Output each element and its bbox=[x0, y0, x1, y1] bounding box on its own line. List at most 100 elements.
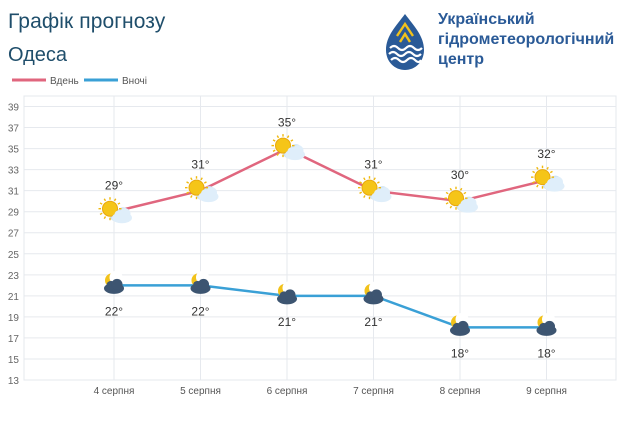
data-label: 22° bbox=[105, 304, 123, 318]
sun-cloud-icon bbox=[98, 197, 132, 224]
cloud-puff bbox=[552, 176, 563, 188]
sun-ray bbox=[286, 135, 290, 139]
sun-icon bbox=[361, 179, 378, 196]
sun-ray bbox=[103, 216, 107, 220]
y-tick-label: 29 bbox=[8, 208, 20, 219]
org-name-line2: гідрометеорологічний bbox=[438, 31, 615, 48]
data-label: 21° bbox=[364, 315, 382, 329]
sun-icon bbox=[102, 200, 118, 217]
y-tick-label: 35 bbox=[8, 145, 20, 156]
cloud-puff bbox=[111, 278, 123, 290]
y-tick-label: 15 bbox=[8, 355, 20, 366]
sun-ray bbox=[99, 212, 103, 216]
sun-ray bbox=[272, 149, 276, 152]
plot-frame bbox=[23, 95, 617, 381]
sun-ray bbox=[359, 181, 363, 184]
chart-title: Графік прогнозу bbox=[8, 10, 166, 33]
data-label: 18° bbox=[451, 346, 469, 360]
y-tick-label: 21 bbox=[8, 292, 20, 303]
data-label: 21° bbox=[278, 315, 296, 329]
x-tick-label: 8 серпня bbox=[440, 386, 481, 397]
org-name: Український гідрометеорологічний центр bbox=[438, 10, 614, 70]
city-name: Одеса bbox=[8, 44, 68, 66]
moon-cloud-icon bbox=[363, 281, 384, 305]
sun-ray bbox=[532, 181, 536, 184]
sun-ray bbox=[186, 181, 190, 184]
cloud-puff bbox=[379, 187, 390, 199]
org-name-line1: Український bbox=[438, 11, 535, 28]
x-tick-label: 5 серпня bbox=[180, 386, 221, 397]
sun-ray bbox=[290, 139, 294, 142]
sun-ray bbox=[445, 202, 449, 205]
y-tick-label: 27 bbox=[8, 229, 20, 240]
sun-cloud-icon bbox=[271, 134, 305, 161]
org-name-line3: центр bbox=[438, 51, 485, 68]
cloud-puff bbox=[371, 289, 382, 301]
moon-cloud-icon bbox=[104, 270, 124, 294]
cloud-puff bbox=[292, 145, 304, 157]
sun-cloud-icon bbox=[185, 176, 219, 203]
cloud-puff bbox=[544, 320, 555, 332]
sun-ray bbox=[186, 191, 190, 195]
data-label: 29° bbox=[105, 179, 123, 193]
moon-cloud-icon bbox=[536, 312, 557, 336]
sun-ray bbox=[445, 191, 449, 195]
cloud-puff bbox=[198, 278, 209, 290]
sun-ray bbox=[272, 139, 276, 142]
sun-icon bbox=[275, 137, 291, 154]
x-tick-label: 7 серпня bbox=[353, 386, 394, 397]
ugmc-logo-icon bbox=[386, 14, 424, 70]
x-tick-label: 4 серпня bbox=[94, 386, 135, 397]
sun-ray bbox=[190, 177, 193, 181]
x-tick-label: 6 серпня bbox=[267, 386, 308, 397]
y-tick-label: 39 bbox=[8, 103, 20, 114]
x-tick-label: 9 серпня bbox=[526, 386, 567, 397]
moon-cloud-icon bbox=[277, 281, 297, 305]
y-tick-label: 13 bbox=[8, 376, 20, 387]
data-label: 22° bbox=[191, 304, 209, 318]
y-tick-label: 23 bbox=[8, 271, 20, 282]
sun-ray bbox=[373, 177, 376, 181]
sun-ray bbox=[376, 181, 380, 184]
sun-ray bbox=[190, 195, 193, 198]
y-tick-label: 17 bbox=[8, 334, 20, 345]
sun-ray bbox=[99, 202, 103, 205]
sun-ray bbox=[113, 198, 117, 202]
sun-ray bbox=[546, 166, 549, 170]
sun-ray bbox=[536, 166, 539, 170]
sun-ray bbox=[203, 181, 207, 184]
data-label: 31° bbox=[191, 158, 209, 172]
data-label: 30° bbox=[451, 168, 469, 182]
cloud-puff bbox=[206, 187, 217, 199]
sun-ray bbox=[359, 191, 363, 195]
sun-ray bbox=[459, 187, 463, 191]
cloud-puff bbox=[465, 197, 477, 209]
series-line bbox=[114, 284, 547, 329]
sun-ray bbox=[117, 202, 121, 205]
moon-cloud-icon bbox=[450, 312, 470, 336]
sun-ray bbox=[276, 135, 280, 139]
sun-cloud-icon bbox=[531, 165, 565, 192]
sun-ray bbox=[363, 195, 366, 198]
data-label: 18° bbox=[537, 346, 555, 360]
data-label: 31° bbox=[364, 158, 382, 172]
sun-ray bbox=[276, 153, 280, 156]
sun-ray bbox=[536, 184, 539, 188]
sun-ray bbox=[449, 187, 453, 191]
cloud-puff bbox=[457, 320, 469, 332]
sun-ray bbox=[532, 170, 536, 174]
moon-cloud-icon bbox=[190, 270, 211, 294]
sun-icon bbox=[534, 169, 551, 186]
y-tick-label: 31 bbox=[8, 187, 20, 198]
legend-label: Вдень bbox=[50, 76, 79, 87]
y-tick-label: 37 bbox=[8, 124, 20, 135]
cloud-puff bbox=[119, 208, 131, 220]
y-tick-label: 25 bbox=[8, 250, 20, 261]
data-label: 32° bbox=[537, 147, 555, 161]
sun-ray bbox=[463, 191, 467, 195]
sun-icon bbox=[448, 190, 464, 207]
y-tick-label: 33 bbox=[8, 166, 20, 177]
sun-cloud-icon bbox=[444, 186, 478, 213]
sun-ray bbox=[363, 177, 366, 181]
